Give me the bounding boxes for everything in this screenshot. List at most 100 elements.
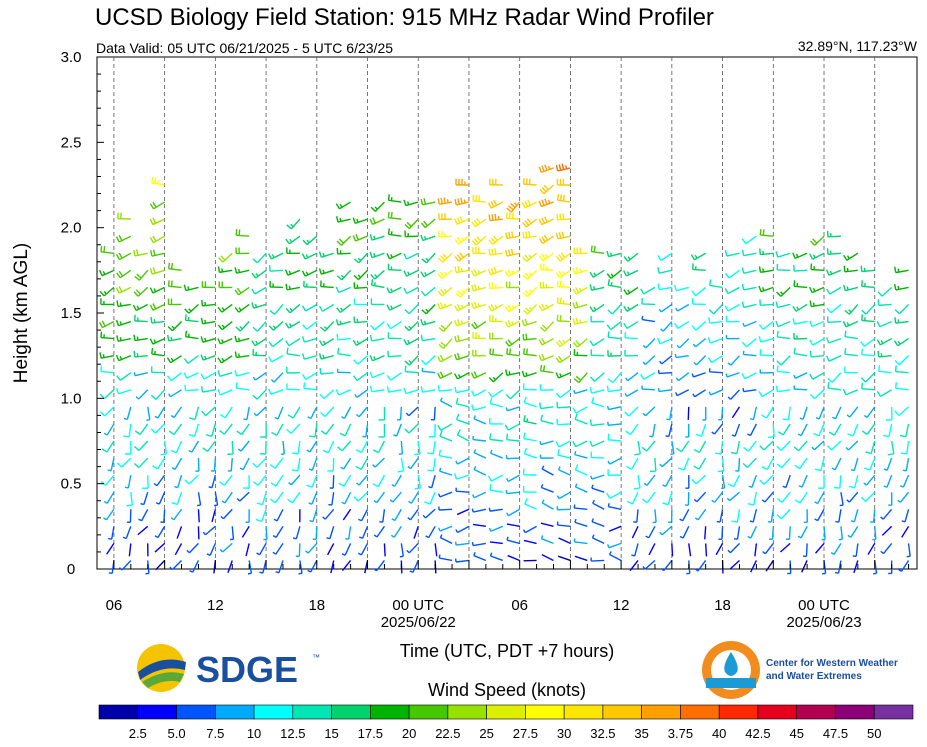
wind-barb [319, 389, 335, 400]
barb-flag [189, 417, 196, 421]
barb-staff [222, 252, 233, 263]
barb-staff [558, 372, 571, 379]
barb-flag [626, 500, 633, 505]
barb-staff [557, 406, 571, 409]
barb-half-flag [219, 548, 224, 553]
barb-flag [437, 372, 441, 379]
wind-barb [524, 498, 537, 510]
barb-flag [99, 352, 102, 359]
wind-barb [847, 525, 859, 538]
barb-staff [344, 543, 352, 556]
barb-flag [507, 320, 512, 327]
barb-flag [423, 198, 427, 205]
barb-flag [693, 448, 700, 454]
wind-barb [454, 319, 470, 327]
wind-barb [472, 436, 486, 442]
barb-flag [387, 211, 390, 218]
wind-barb [167, 321, 183, 332]
wind-barb [404, 321, 419, 332]
barb-staff [491, 303, 504, 312]
wind-barb [167, 298, 182, 306]
barb-staff [591, 286, 605, 291]
barb-staff [372, 355, 385, 362]
barb-flag [420, 290, 426, 297]
barb-staff [697, 560, 707, 572]
wind-barb [307, 406, 318, 420]
wind-barb [387, 332, 402, 340]
barb-flag [152, 235, 157, 242]
barb-staff [719, 509, 724, 523]
barb-staff [290, 423, 301, 434]
wind-barb [166, 334, 182, 342]
barb-staff [770, 509, 774, 523]
barb-half-flag [641, 315, 644, 320]
barb-flag [217, 324, 223, 331]
wind-barb [133, 350, 148, 358]
barb-half-flag [237, 337, 241, 342]
barb-flag [741, 301, 745, 308]
wind-barb [227, 458, 233, 472]
wind-barb [336, 333, 351, 341]
wind-barb [219, 474, 233, 487]
barb-half-flag [221, 357, 225, 362]
cw3e-wave-icon [706, 678, 756, 688]
barb-flag [562, 194, 566, 202]
barb-staff [489, 541, 503, 545]
barb-staff [541, 468, 554, 476]
barb-half-flag [797, 433, 802, 437]
barb-flag [741, 267, 745, 274]
barb-half-flag [153, 288, 157, 293]
barb-half-flag [541, 499, 545, 504]
barb-half-flag [204, 355, 207, 360]
wind-barb [860, 491, 876, 502]
wind-barb [606, 320, 622, 331]
barb-flag [421, 359, 427, 366]
barb-staff [236, 337, 250, 343]
barb-staff [410, 491, 419, 504]
barb-half-flag [762, 551, 766, 555]
barb-flag [152, 201, 157, 208]
wind-barb [454, 386, 470, 394]
barb-staff [830, 303, 842, 314]
barb-half-flag [658, 308, 662, 313]
wind-barb [133, 372, 148, 377]
barb-flag [558, 254, 563, 260]
barb-flag [403, 339, 408, 346]
wind-barb [557, 555, 571, 562]
wind-barb [488, 282, 503, 290]
barb-staff [492, 235, 504, 245]
wind-barb [269, 457, 284, 469]
barb-staff [743, 269, 757, 274]
wind-barb [456, 508, 470, 516]
wind-barb [623, 269, 639, 277]
barb-flag [678, 467, 685, 471]
barb-staff [671, 440, 675, 454]
wind-barb [189, 406, 200, 421]
wind-barb [473, 552, 487, 562]
wind-barb [404, 218, 419, 230]
x-tick-sublabel: 2025/06/23 [786, 614, 861, 631]
barb-staff [865, 474, 876, 486]
barb-flag [589, 419, 592, 426]
barb-staff [788, 526, 791, 540]
barb-staff [645, 338, 656, 349]
barb-half-flag [880, 516, 884, 520]
barb-half-flag [103, 432, 108, 436]
barb-staff [855, 543, 859, 557]
wind-barb [676, 338, 690, 349]
wind-barb [865, 440, 876, 455]
barb-staff [238, 286, 250, 296]
barb-staff [750, 526, 758, 539]
sdge-swoosh-blue [138, 659, 186, 680]
barb-staff [574, 521, 588, 528]
barb-staff [119, 252, 132, 261]
barb-half-flag [138, 518, 142, 522]
barb-flag [607, 378, 614, 384]
wind-barb [234, 267, 250, 274]
barb-half-flag [716, 520, 721, 523]
barb-staff [100, 336, 114, 340]
wind-barb [741, 249, 757, 257]
wind-barb [470, 389, 487, 397]
barb-flag [758, 336, 762, 343]
barb-staff [163, 440, 168, 454]
